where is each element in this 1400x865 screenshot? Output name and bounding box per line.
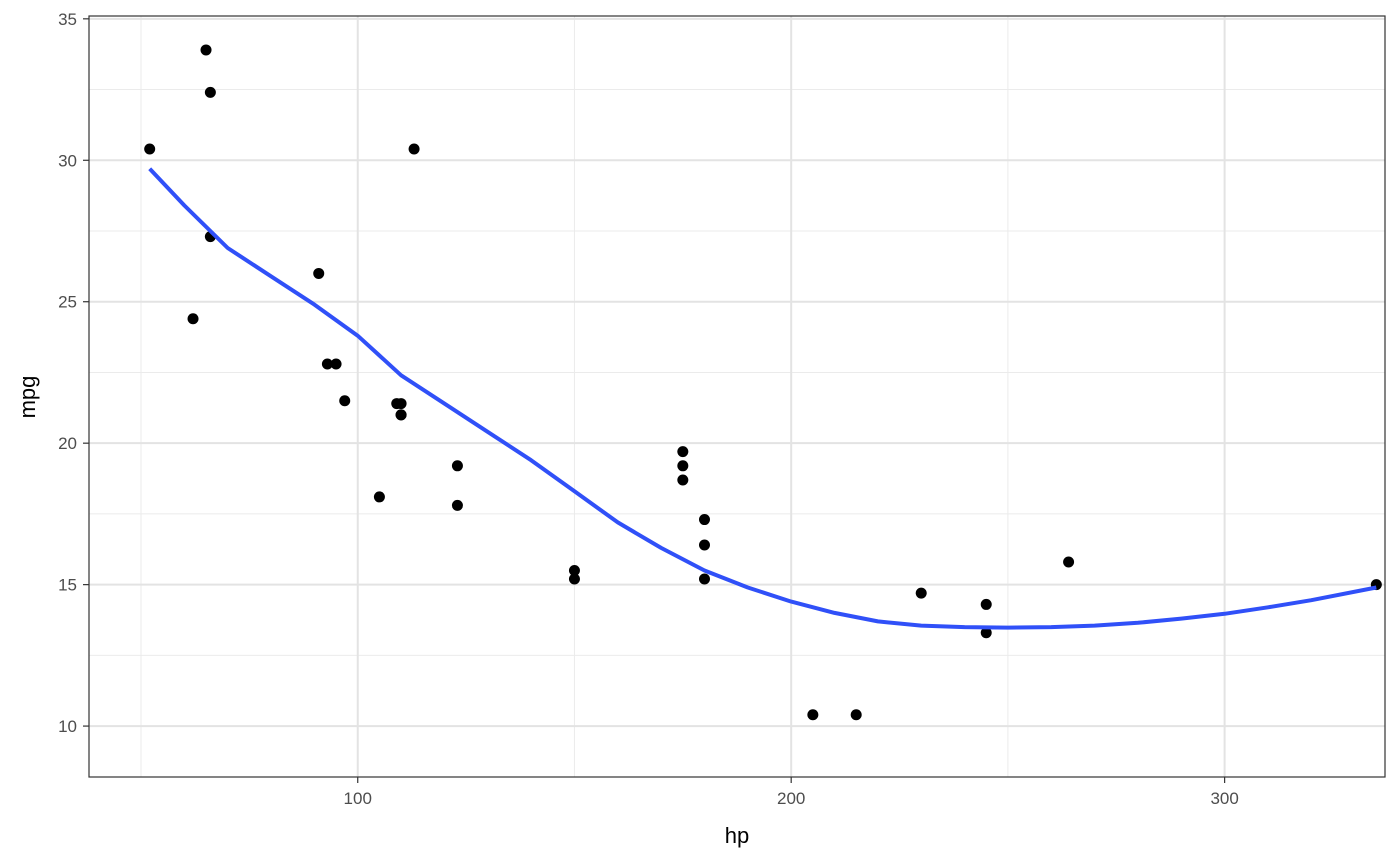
x-axis-title: hp [725,823,749,848]
data-point [568,573,580,585]
data-point [204,86,216,98]
y-tick-label: 10 [58,717,77,736]
data-point [200,44,212,56]
data-point [144,143,156,155]
data-point [677,446,689,458]
data-point [395,409,407,421]
data-point [807,709,819,721]
data-point [330,358,342,370]
data-point [451,460,463,472]
data-point [915,587,927,599]
y-tick-label: 20 [58,434,77,453]
major-gridlines [89,16,1385,777]
data-point [698,573,710,585]
data-point [339,395,351,407]
x-tick-label: 300 [1210,789,1238,808]
data-point [980,598,992,610]
y-tick-label: 15 [58,576,77,595]
data-point [698,539,710,551]
plot-panel-background [89,16,1385,777]
y-tick-label: 35 [58,10,77,29]
y-tick-label: 30 [58,151,77,170]
data-point [391,398,403,410]
data-point [568,564,580,576]
x-tick-label: 100 [344,789,372,808]
data-point [373,491,385,503]
y-axis-ticks: 10 15 20 25 30 35 [58,10,89,736]
data-point [850,709,862,721]
data-point [313,267,325,279]
data-point [1063,556,1075,568]
y-tick-label: 25 [58,293,77,312]
data-point [677,460,689,472]
x-axis-ticks: 100 200 300 [344,777,1239,808]
data-point [408,143,420,155]
smooth-trend-line [148,167,1377,630]
x-tick-label: 200 [777,789,805,808]
y-axis-title: mpg [15,376,40,419]
minor-gridlines [89,16,1385,777]
data-point [980,627,992,639]
plot-panel-border [88,15,1386,778]
data-point [187,313,199,325]
data-point [677,474,689,486]
data-point [698,514,710,526]
data-point [451,499,463,511]
data-points [144,44,1382,721]
data-point [321,358,333,370]
